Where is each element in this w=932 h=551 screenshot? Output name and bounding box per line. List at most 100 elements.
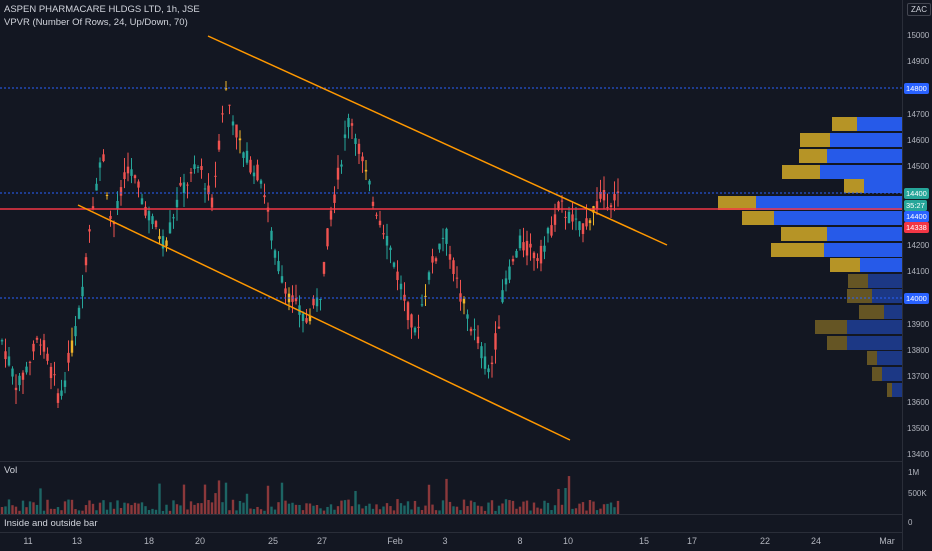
drawings — [0, 35, 902, 441]
volume-bar — [364, 505, 368, 514]
candle-body — [389, 247, 392, 251]
volume-bar — [217, 480, 221, 514]
candle-body — [102, 154, 105, 162]
candle-body — [413, 327, 417, 333]
candle-body — [91, 206, 95, 210]
indicator-pane-legend[interactable]: Inside and outside bar — [4, 518, 98, 529]
price-axis[interactable]: ZAC 150001490014700146001450014300142001… — [902, 0, 932, 550]
candle-body — [119, 187, 123, 196]
candle-body — [70, 340, 74, 353]
time-axis[interactable]: 11 13 18 20 25 27 Feb 3 8 10 15 17 22 24 Mar — [0, 532, 902, 551]
volume-bar — [543, 500, 546, 514]
time-tick: 15 — [638, 536, 650, 546]
volume-bar — [207, 499, 210, 514]
candle-body — [560, 200, 564, 202]
candle-body — [427, 272, 431, 280]
volume-bar — [595, 510, 599, 514]
candle-body — [221, 113, 224, 115]
volume-bar — [130, 505, 133, 514]
volume-bar — [511, 500, 515, 514]
candle-body — [25, 366, 28, 373]
volume-bar — [49, 508, 53, 514]
trendline-upper — [207, 35, 668, 246]
vp-down-bar — [771, 243, 824, 257]
candle-body — [329, 210, 333, 220]
price-chart-pane[interactable]: ASPEN PHARMACARE HLDGS LTD, 1h, JSE VPVR… — [0, 0, 902, 460]
time-tick: 20 — [194, 536, 206, 546]
volume-bar — [427, 484, 431, 514]
price-tick: 13600 — [907, 398, 930, 407]
candle-body — [473, 329, 476, 331]
candle-body — [0, 340, 4, 342]
candle-body — [312, 298, 315, 306]
candle-body — [508, 266, 511, 280]
candle-body — [476, 336, 480, 344]
time-tick: 24 — [810, 536, 822, 546]
candle-body — [245, 150, 249, 163]
symbol-legend[interactable]: ASPEN PHARMACARE HLDGS LTD, 1h, JSE — [4, 4, 200, 15]
volume-bar — [277, 502, 280, 514]
candle-body — [525, 240, 529, 256]
candle-body — [350, 123, 354, 126]
candle-body — [490, 362, 494, 365]
candle-body — [217, 140, 221, 150]
vp-down-bar — [887, 383, 892, 397]
candle-body — [123, 172, 126, 180]
volume-bar — [392, 510, 396, 514]
volume-bar — [368, 503, 371, 514]
candle-body — [46, 353, 49, 361]
volume-bar — [539, 508, 543, 514]
candle-body — [14, 387, 18, 391]
volume-bar — [165, 504, 168, 514]
candle-body — [203, 188, 207, 190]
volume-bar — [126, 503, 130, 514]
vp-down-bar — [782, 165, 820, 179]
volume-bar — [175, 504, 179, 514]
volume-bar — [203, 484, 207, 514]
volume-bar — [32, 502, 35, 514]
volume-bars — [0, 476, 620, 514]
candle-body — [480, 346, 483, 359]
candle-body — [336, 167, 340, 180]
volume-bar — [333, 509, 336, 514]
candle-body — [536, 258, 539, 261]
candle-body — [431, 256, 434, 263]
volume-bar — [133, 502, 137, 514]
volume-bar — [350, 506, 354, 514]
volume-bar — [98, 502, 102, 514]
candle-body — [333, 194, 336, 203]
candle-body — [74, 326, 77, 337]
volume-bar — [357, 504, 361, 514]
candle-body — [550, 225, 553, 236]
volume-bar — [585, 510, 588, 514]
candle-body — [546, 228, 550, 234]
vp-down-bar — [867, 351, 877, 365]
candle-body — [424, 295, 427, 297]
price-chart-canvas[interactable] — [0, 0, 902, 460]
vp-down-bar — [847, 289, 872, 303]
volume-bar — [606, 503, 609, 514]
candle-body — [109, 215, 112, 219]
candle-body — [130, 169, 133, 176]
time-tick: Mar — [879, 536, 895, 546]
volume-legend[interactable]: Vol — [4, 465, 18, 476]
candle-body — [392, 262, 396, 267]
candle-body — [340, 164, 343, 167]
volume-bar — [186, 509, 189, 514]
volume-bar — [483, 510, 487, 514]
volume-bar — [25, 507, 28, 514]
candle-body — [144, 206, 147, 216]
indicator-legend[interactable]: VPVR (Number Of Rows, 24, Up/Down, 70) — [4, 17, 188, 28]
volume-bar — [210, 502, 214, 514]
indicator-pane[interactable]: Inside and outside bar — [0, 514, 902, 533]
volume-bar — [231, 499, 235, 514]
volume-bar — [487, 502, 490, 514]
volume-bar — [469, 500, 473, 514]
volume-pane[interactable]: Vol — [0, 461, 902, 514]
currency-button[interactable]: ZAC — [907, 3, 931, 16]
volume-bar — [546, 502, 550, 514]
candle-body — [494, 333, 497, 350]
volume-bar — [389, 506, 392, 514]
vp-up-bar — [864, 179, 902, 193]
volume-bar — [522, 501, 525, 514]
